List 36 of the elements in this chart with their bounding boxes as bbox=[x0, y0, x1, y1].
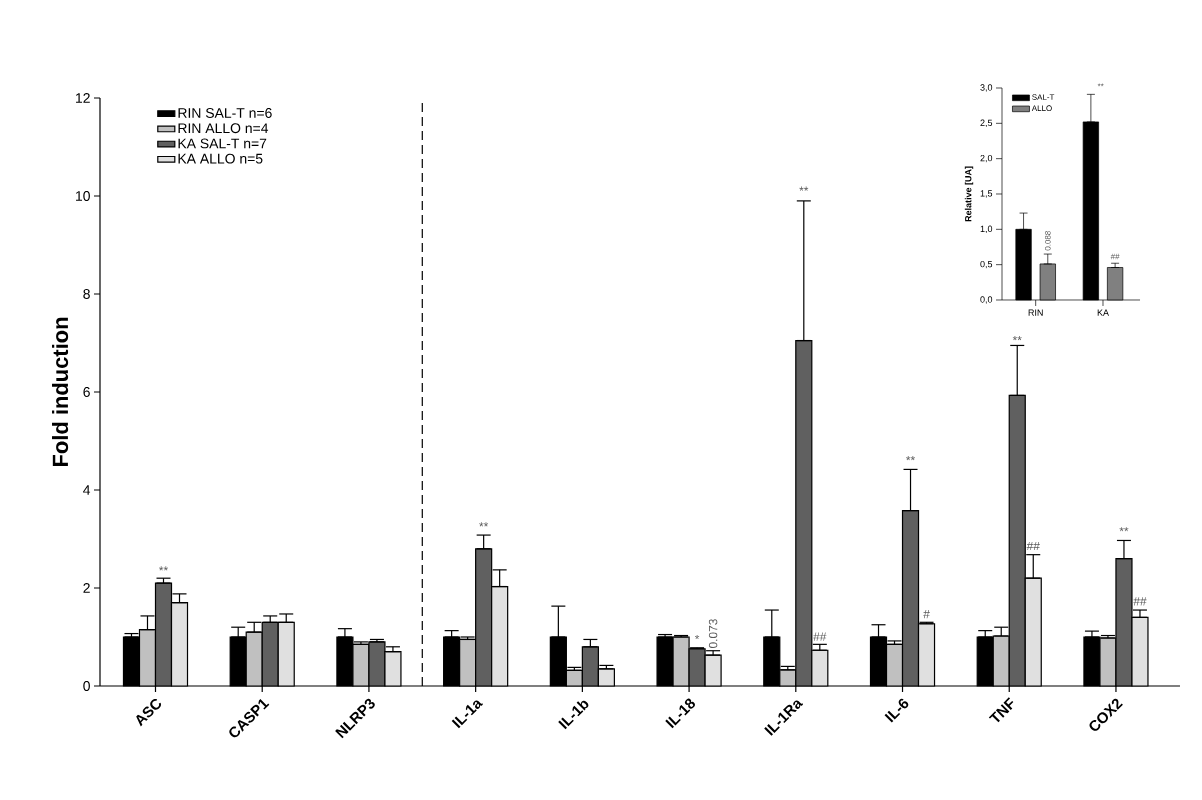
annotation: ## bbox=[813, 632, 827, 641]
annotation: ** bbox=[1012, 336, 1022, 341]
legend-label: KA ALLO n=5 bbox=[178, 153, 263, 164]
annotation: ** bbox=[479, 522, 489, 527]
legend-label: RIN SAL-T n=6 bbox=[178, 108, 272, 118]
annotation: ** bbox=[159, 566, 168, 571]
annotation: # bbox=[923, 609, 930, 619]
y-tick-label: 2,0 bbox=[980, 154, 993, 163]
y-tick-label: 0,0 bbox=[980, 296, 993, 304]
annotation: ** bbox=[799, 186, 809, 191]
y-tick-label: 1,5 bbox=[980, 190, 993, 198]
annotation: 0.073 bbox=[708, 619, 718, 649]
y-tick-label: 4 bbox=[83, 485, 91, 495]
legend-label: KA SAL-T n=7 bbox=[178, 138, 267, 149]
y-axis-title: Relative [UA] bbox=[964, 166, 974, 222]
annotation: ** bbox=[906, 456, 915, 461]
y-tick-label: 1,0 bbox=[980, 225, 993, 234]
y-tick-label: 0,5 bbox=[980, 260, 993, 269]
x-tick-label: TNF bbox=[988, 697, 1014, 723]
x-tick-label: KA bbox=[1097, 309, 1109, 316]
y-tick-label: 3,0 bbox=[980, 84, 993, 92]
y-tick-label: 12 bbox=[76, 93, 90, 103]
annotation: ## bbox=[1133, 597, 1147, 606]
y-axis-title: Fold induction bbox=[52, 317, 69, 466]
y-tick-label: 0 bbox=[83, 681, 90, 691]
annotation: * bbox=[694, 634, 700, 640]
y-tick-label: 8 bbox=[83, 289, 90, 299]
annotation: ** bbox=[1119, 527, 1129, 532]
y-tick-label: 6 bbox=[83, 387, 90, 397]
x-tick-label: RIN bbox=[1028, 309, 1043, 316]
y-tick-label: 10 bbox=[76, 191, 90, 201]
annotation: ## bbox=[1026, 541, 1040, 551]
y-tick-label: 2 bbox=[83, 583, 90, 593]
y-tick-label: 2,5 bbox=[980, 119, 993, 128]
x-tick-label: IL-6 bbox=[884, 698, 909, 723]
legend-label: RIN ALLO n=4 bbox=[178, 123, 269, 134]
